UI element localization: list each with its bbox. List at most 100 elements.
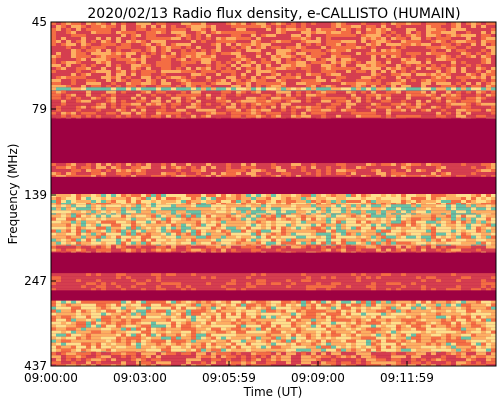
heatmap-cell (326, 43, 331, 46)
heatmap-cell (231, 43, 236, 46)
heatmap-cell (426, 34, 431, 37)
heatmap-cell (311, 58, 316, 61)
heatmap-cell (386, 91, 391, 94)
heatmap-cell (371, 115, 376, 118)
heatmap-cell (121, 28, 126, 31)
heatmap-cell (101, 61, 106, 64)
heatmap-cell (131, 204, 136, 207)
heatmap-cell (66, 52, 71, 55)
heatmap-cell (126, 64, 131, 67)
heatmap-cell (66, 213, 71, 214)
heatmap-cell (456, 109, 461, 112)
heatmap-cell (121, 204, 126, 207)
heatmap-cell (381, 210, 386, 213)
heatmap-cell (456, 112, 461, 115)
heatmap-cell (356, 200, 361, 203)
heatmap-cell (286, 109, 291, 112)
heatmap-cell (376, 163, 381, 166)
heatmap-cell (416, 97, 421, 100)
heatmap-cell (226, 194, 231, 197)
heatmap-cell (226, 106, 231, 109)
heatmap-cell (246, 67, 251, 70)
heatmap-cell (311, 210, 316, 213)
heatmap-cell (206, 200, 211, 203)
heatmap-cell (341, 224, 346, 227)
heatmap-cell (106, 100, 111, 103)
heatmap-cell (276, 64, 281, 67)
heatmap-cell (56, 37, 61, 40)
heatmap-cell (171, 215, 176, 218)
heatmap-cell (411, 76, 416, 79)
heatmap-cell (351, 70, 356, 73)
heatmap-cell (201, 224, 206, 227)
heatmap-cell (181, 43, 186, 46)
heatmap-cell (231, 106, 236, 109)
heatmap-cell (271, 194, 276, 197)
heatmap-cell (76, 213, 81, 214)
heatmap-cell (61, 100, 66, 103)
heatmap-cell (401, 55, 406, 58)
heatmap-cell (166, 236, 171, 239)
heatmap-cell (366, 169, 371, 172)
heatmap-cell (291, 73, 296, 76)
heatmap-cell (336, 67, 341, 70)
heatmap-cell (286, 100, 291, 103)
heatmap-cell (96, 207, 101, 210)
heatmap-cell (146, 43, 151, 46)
heatmap-cell (271, 203, 276, 204)
heatmap-cell (461, 61, 466, 64)
heatmap-cell (56, 204, 61, 207)
heatmap-cell (221, 166, 226, 169)
heatmap-cell (256, 227, 261, 230)
heatmap-cell (296, 172, 301, 175)
heatmap-cell (126, 82, 131, 85)
heatmap-cell (251, 25, 256, 28)
heatmap-cell (76, 163, 81, 166)
heatmap-cell (151, 58, 156, 61)
heatmap-cell (256, 221, 261, 224)
heatmap-cell (311, 218, 316, 221)
heatmap-cell (146, 218, 151, 221)
heatmap-cell (66, 221, 71, 224)
heatmap-cell (296, 34, 301, 37)
heatmap-cell (251, 175, 256, 177)
heatmap-cell (456, 58, 461, 61)
heatmap-cell (206, 218, 211, 221)
heatmap-cell (471, 200, 476, 203)
heatmap-cell (476, 207, 481, 210)
heatmap-cell (381, 200, 386, 203)
heatmap-cell (311, 175, 316, 177)
heatmap-cell (486, 200, 491, 203)
heatmap-cell (431, 87, 436, 90)
heatmap-cell (56, 82, 61, 85)
heatmap-cell (156, 224, 161, 227)
heatmap-cell (401, 61, 406, 64)
heatmap-cell (426, 25, 431, 28)
heatmap-cell (436, 169, 441, 172)
heatmap-cell (366, 218, 371, 221)
heatmap-cell (381, 87, 386, 90)
heatmap-cell (191, 210, 196, 213)
heatmap-cell (171, 172, 176, 175)
heatmap-cell (366, 25, 371, 28)
heatmap-cell (341, 46, 346, 49)
heatmap-cell (246, 218, 251, 221)
heatmap-cell (136, 203, 141, 204)
heatmap-cell (181, 31, 186, 34)
heatmap-cell (301, 169, 306, 172)
heatmap-cell (171, 221, 176, 224)
heatmap-cell (366, 82, 371, 85)
heatmap-cell (51, 25, 56, 28)
heatmap-cell (106, 61, 111, 64)
heatmap-cell (441, 227, 446, 230)
heatmap-cell (241, 76, 246, 79)
heatmap-cell (181, 207, 186, 210)
heatmap-cell (261, 31, 266, 34)
heatmap-cell (301, 70, 306, 73)
heatmap-cell (191, 97, 196, 100)
heatmap-cell (461, 94, 466, 97)
heatmap-cell (196, 55, 201, 58)
heatmap-cell (226, 52, 231, 55)
heatmap-cell (371, 233, 376, 236)
heatmap-cell (451, 233, 456, 236)
